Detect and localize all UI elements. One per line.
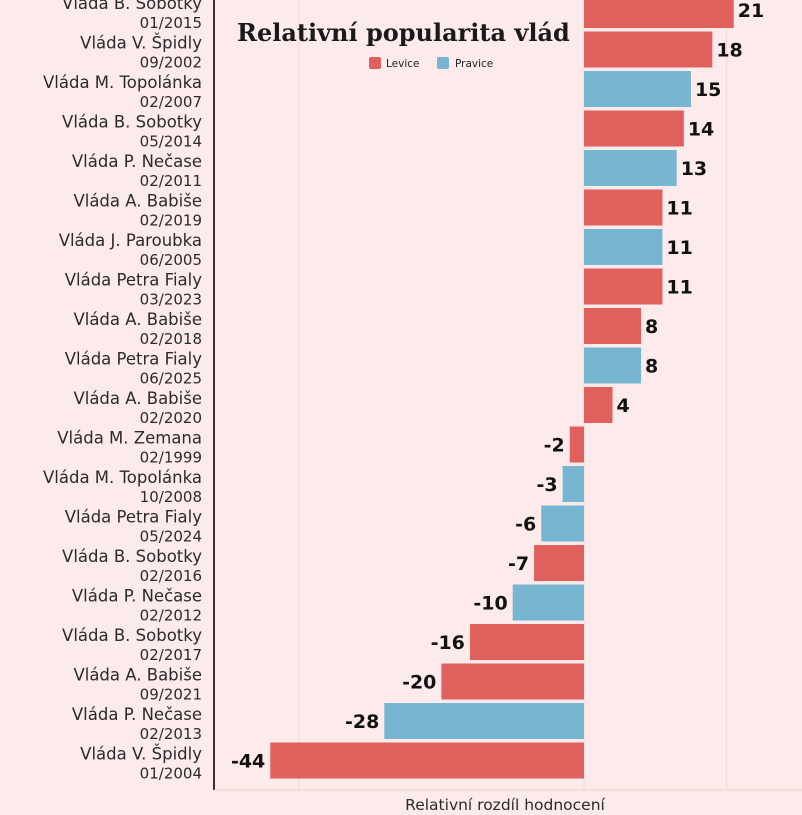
data-label: -7 <box>508 553 529 575</box>
category-name-label: Vláda V. Špidly <box>80 745 202 764</box>
category-name-label: Vláda M. Topolánka <box>43 468 202 487</box>
category-name-label: Vláda M. Zemana <box>57 429 202 448</box>
bar <box>441 663 584 700</box>
bar <box>534 545 584 581</box>
bar <box>270 742 584 779</box>
data-label: 8 <box>645 316 658 338</box>
data-label: -20 <box>402 672 436 694</box>
data-label: 11 <box>666 198 692 220</box>
category-date-label: 02/1999 <box>140 449 202 467</box>
bar <box>584 71 691 107</box>
data-label: -10 <box>473 593 507 615</box>
category-name-label: Vláda B. Sobotky <box>62 0 202 13</box>
legend-swatch <box>437 57 449 69</box>
category-name-label: Vláda P. Nečase <box>72 705 202 724</box>
category-name-label: Vláda Petra Fialy <box>65 508 203 527</box>
chart-title: Relativní popularita vlád <box>237 18 570 47</box>
data-label: 13 <box>681 158 707 180</box>
category-name-label: Vláda P. Nečase <box>72 587 202 606</box>
category-name-label: Vláda P. Nečase <box>72 152 202 171</box>
category-date-label: 10/2008 <box>140 488 202 506</box>
category-date-label: 05/2024 <box>140 528 202 546</box>
bar <box>584 31 713 68</box>
category-name-label: Vláda Petra Fialy <box>65 350 203 369</box>
category-name-label: Vláda B. Sobotky <box>62 547 202 566</box>
data-label: -16 <box>431 632 465 654</box>
category-date-label: 02/2020 <box>140 409 202 427</box>
data-label: 21 <box>738 0 764 22</box>
category-date-label: 02/2011 <box>140 172 202 190</box>
bar <box>584 0 734 28</box>
bar <box>584 347 642 384</box>
category-name-label: Vláda B. Sobotky <box>62 626 202 645</box>
category-date-label: 02/2007 <box>140 93 202 111</box>
legend: Levice Pravice <box>369 57 493 70</box>
data-label: -2 <box>544 435 565 457</box>
legend-label: Levice <box>386 58 420 70</box>
bar <box>569 426 584 463</box>
data-label: -28 <box>345 711 379 733</box>
data-label: 14 <box>688 119 714 141</box>
bar <box>584 268 663 305</box>
category-name-label: Vláda A. Babiše <box>73 389 202 408</box>
category-date-label: 02/2017 <box>140 646 202 664</box>
data-label: -6 <box>515 514 536 536</box>
data-label: 11 <box>666 237 692 259</box>
bar <box>469 624 584 660</box>
category-date-label: 01/2015 <box>140 14 202 32</box>
value-labels: 2118151413111111884-2-3-6-7-10-16-20-28-… <box>231 0 764 773</box>
category-name-label: Vláda Petra Fialy <box>65 271 203 290</box>
category-date-label: 03/2023 <box>140 291 202 309</box>
bar <box>584 229 663 265</box>
category-name-label: Vláda A. Babiše <box>73 666 202 685</box>
category-date-label: 09/2002 <box>140 54 202 72</box>
category-date-label: 01/2004 <box>140 765 202 783</box>
category-date-label: 02/2016 <box>140 567 202 585</box>
bar <box>584 308 642 344</box>
category-name-label: Vláda M. Topolánka <box>43 73 202 92</box>
bar <box>584 110 684 147</box>
category-date-label: 06/2005 <box>140 251 202 269</box>
data-label: -44 <box>231 751 265 773</box>
x-axis-label: Relativní rozdíl hodnocení <box>405 796 605 814</box>
category-date-label: 02/2013 <box>140 725 202 743</box>
data-label: -3 <box>537 474 558 496</box>
category-date-label: 05/2014 <box>140 133 202 151</box>
category-name-label: Vláda J. Paroubka <box>59 231 202 250</box>
bar <box>541 505 584 542</box>
category-name-label: Vláda A. Babiše <box>73 310 202 329</box>
bar <box>584 387 613 423</box>
data-label: 18 <box>716 40 742 62</box>
bar <box>562 466 584 502</box>
data-label: 11 <box>666 277 692 299</box>
category-name-label: Vláda B. Sobotky <box>62 113 202 132</box>
data-label: 8 <box>645 356 658 378</box>
data-label: 15 <box>695 79 721 101</box>
bar <box>584 189 663 226</box>
bar <box>384 703 584 739</box>
category-date-label: 06/2025 <box>140 370 202 388</box>
category-date-label: 02/2019 <box>140 212 202 230</box>
category-name-label: Vláda V. Špidly <box>80 34 202 53</box>
category-name-label: Vláda A. Babiše <box>73 192 202 211</box>
category-date-label: 02/2012 <box>140 607 202 625</box>
data-label: 4 <box>617 395 630 417</box>
category-date-label: 09/2021 <box>140 686 202 704</box>
legend-label: Pravice <box>455 58 493 70</box>
category-date-label: 02/2018 <box>140 330 202 348</box>
bars <box>270 0 734 779</box>
bar <box>512 584 584 621</box>
legend-swatch <box>369 57 381 69</box>
bar <box>584 150 677 186</box>
